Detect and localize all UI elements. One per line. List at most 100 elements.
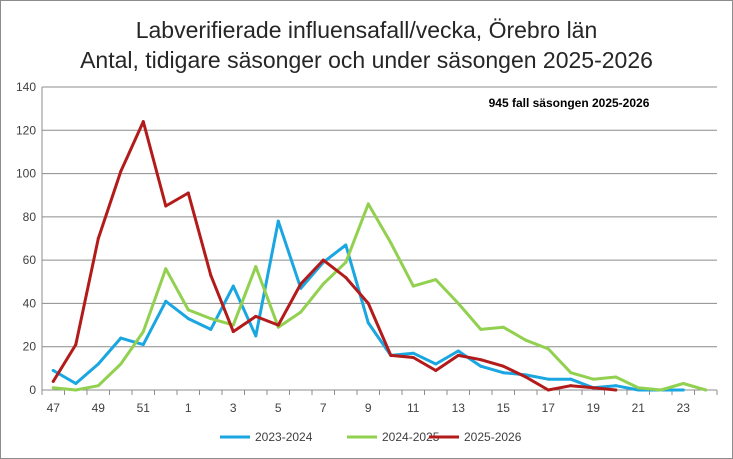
y-tick-label: 120 <box>16 123 36 137</box>
x-tick-label: 49 <box>92 401 106 415</box>
x-tick-label: 21 <box>632 401 646 415</box>
data-point-2024-2025 <box>546 347 550 351</box>
data-point-2025-2026 <box>164 204 168 208</box>
data-point-2023-2024 <box>479 364 483 368</box>
x-tick-label: 9 <box>365 401 372 415</box>
data-point-2025-2026 <box>411 356 415 360</box>
data-point-2023-2024 <box>209 327 213 331</box>
x-tick-label: 23 <box>677 401 691 415</box>
data-point-2025-2026 <box>524 375 528 379</box>
data-point-2023-2024 <box>119 336 123 340</box>
data-point-2023-2024 <box>96 362 100 366</box>
data-point-2023-2024 <box>456 349 460 353</box>
data-point-2024-2025 <box>119 362 123 366</box>
data-point-2025-2026 <box>366 301 370 305</box>
data-point-2025-2026 <box>434 369 438 373</box>
data-point-2024-2025 <box>569 371 573 375</box>
x-tick-label: 19 <box>587 401 601 415</box>
y-tick-label: 80 <box>23 210 37 224</box>
data-point-2024-2025 <box>321 282 325 286</box>
data-point-2024-2025 <box>434 278 438 282</box>
y-tick-label: 60 <box>23 253 37 267</box>
x-tick-label: 5 <box>275 401 282 415</box>
data-point-2023-2024 <box>366 321 370 325</box>
chart-subtitle: Antal, tidigare säsonger och under säson… <box>80 47 653 73</box>
data-point-2024-2025 <box>74 388 78 392</box>
data-point-2025-2026 <box>119 169 123 173</box>
y-tick-label: 40 <box>23 296 37 310</box>
data-point-2024-2025 <box>209 317 213 321</box>
data-point-2023-2024 <box>164 299 168 303</box>
legend-label-2024-2025: 2024-2025 <box>382 430 440 444</box>
data-point-2024-2025 <box>141 330 145 334</box>
data-point-2024-2025 <box>704 388 708 392</box>
data-point-2023-2024 <box>141 343 145 347</box>
data-point-2023-2024 <box>186 317 190 321</box>
series-line-2025-2026 <box>51 120 618 392</box>
data-point-2023-2024 <box>614 384 618 388</box>
data-point-2024-2025 <box>456 301 460 305</box>
data-point-2024-2025 <box>659 388 663 392</box>
data-point-2025-2026 <box>51 379 55 383</box>
annotation-text: 945 fall säsongen 2025-2026 <box>489 96 650 110</box>
data-point-2025-2026 <box>231 330 235 334</box>
data-point-2023-2024 <box>231 284 235 288</box>
data-point-2024-2025 <box>636 386 640 390</box>
data-point-2023-2024 <box>344 243 348 247</box>
x-tick-label: 3 <box>230 401 237 415</box>
chart-title: Labverifierade influensafall/vecka, Öreb… <box>135 17 598 43</box>
data-point-2024-2025 <box>299 310 303 314</box>
data-point-2025-2026 <box>276 323 280 327</box>
data-point-2025-2026 <box>96 237 100 240</box>
data-point-2023-2024 <box>501 371 505 375</box>
data-point-2024-2025 <box>366 202 370 206</box>
y-tick-label: 20 <box>23 340 37 354</box>
data-point-2025-2026 <box>299 282 303 286</box>
data-point-2024-2025 <box>501 325 505 329</box>
x-tick-label: 15 <box>497 401 511 415</box>
data-point-2023-2024 <box>74 382 78 386</box>
y-tick-label: 0 <box>29 383 36 397</box>
data-point-2024-2025 <box>591 377 595 381</box>
legend-label-2025-2026: 2025-2026 <box>464 430 522 444</box>
data-point-2024-2025 <box>51 386 55 390</box>
data-point-2024-2025 <box>524 338 528 342</box>
y-tick-label: 140 <box>16 80 36 94</box>
data-point-2024-2025 <box>254 265 258 269</box>
data-point-2025-2026 <box>591 386 595 390</box>
data-point-2025-2026 <box>254 314 258 318</box>
data-point-2023-2024 <box>569 377 573 381</box>
data-point-2024-2025 <box>344 260 348 264</box>
data-point-2023-2024 <box>546 377 550 381</box>
x-tick-label: 13 <box>452 401 466 415</box>
data-point-2025-2026 <box>186 191 190 195</box>
data-point-2024-2025 <box>411 284 415 288</box>
data-point-2025-2026 <box>321 258 325 262</box>
x-tick-label: 51 <box>137 401 151 415</box>
data-point-2025-2026 <box>546 388 550 392</box>
data-point-2023-2024 <box>254 334 258 338</box>
data-point-2025-2026 <box>74 343 78 347</box>
data-point-2024-2025 <box>389 241 393 245</box>
data-point-2024-2025 <box>96 384 100 388</box>
data-point-2025-2026 <box>614 388 618 392</box>
data-point-2025-2026 <box>569 384 573 388</box>
x-tick-label: 47 <box>47 401 61 415</box>
data-point-2024-2025 <box>614 375 618 379</box>
data-point-2024-2025 <box>276 325 280 329</box>
data-point-2023-2024 <box>411 351 415 355</box>
data-point-2023-2024 <box>434 362 438 366</box>
data-point-2024-2025 <box>164 267 168 271</box>
data-point-2024-2025 <box>479 327 483 331</box>
data-point-2024-2025 <box>186 308 190 312</box>
x-tick-label: 11 <box>407 401 420 415</box>
x-tick-label: 17 <box>542 401 556 415</box>
x-tick-label: 7 <box>320 401 327 415</box>
data-point-2025-2026 <box>479 358 483 362</box>
legend-label-2023-2024: 2023-2024 <box>255 430 313 444</box>
data-point-2023-2024 <box>276 219 280 223</box>
data-point-2025-2026 <box>344 275 348 279</box>
x-tick-label: 1 <box>185 401 192 415</box>
